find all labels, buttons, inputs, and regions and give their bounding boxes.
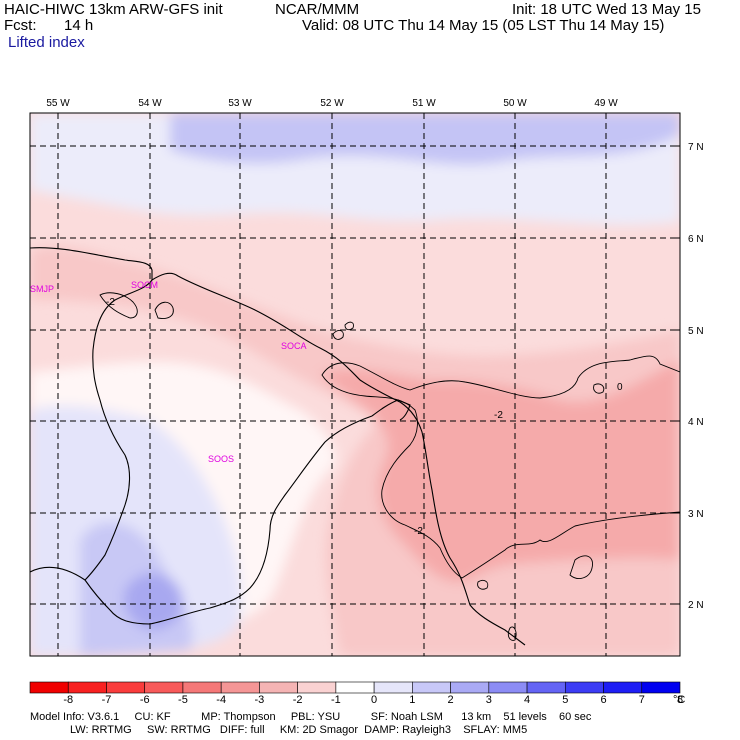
contour-line: [593, 383, 605, 394]
contour-line: [569, 555, 593, 579]
contour-line: [154, 301, 174, 319]
shading-blue-inland-dark: [123, 573, 184, 630]
contour-line: [332, 330, 344, 340]
colorbar-label: 8: [676, 694, 684, 706]
colorbar-swatch: [259, 681, 298, 694]
model-title: HAIC-HIWC 13km ARW-GFS init: [4, 1, 223, 18]
organization: NCAR/MMM: [275, 1, 360, 18]
model-info-line1: Model Info: V3.6.1 CU: KF MP: Thompson P…: [30, 711, 592, 723]
forecast-label: Fcst:: [4, 17, 37, 34]
contour-label: 0: [617, 382, 623, 393]
border-line: [371, 399, 411, 421]
border-line: [84, 415, 373, 625]
colorbar-swatch: [564, 681, 604, 694]
model-info-line2: LW: RRTMG SW: RRTMG DIFF: full KM: 2D Sm…: [70, 724, 528, 736]
colorbar-swatch: [182, 681, 222, 694]
station-label: SOOS: [208, 454, 234, 464]
lat-lon-grid: [30, 113, 680, 656]
longitude-label: 53 W: [228, 98, 252, 109]
contour-line: [99, 292, 138, 319]
colorbar-label: -7: [101, 694, 112, 706]
longitude-label: 51 W: [412, 98, 436, 109]
colorbar-label: 3: [485, 694, 492, 706]
latitude-label: 7 N: [688, 142, 704, 153]
longitude-label: 52 W: [320, 98, 344, 109]
contour-line: [477, 579, 489, 590]
latitude-label: 3 N: [688, 509, 704, 520]
latitude-label: 4 N: [688, 417, 704, 428]
station-label: SOCM: [131, 280, 158, 290]
init-time: Init: 18 UTC Wed 13 May 15: [512, 1, 701, 18]
colorbar-label: -2: [292, 694, 303, 706]
map-frame: [29, 112, 681, 657]
colorbar-swatch: [526, 681, 566, 694]
colorbar-label: 5: [562, 694, 569, 706]
colorbar: [29, 681, 681, 694]
colorbar-label: -5: [178, 694, 188, 706]
longitude-label: 50 W: [503, 98, 527, 109]
colorbar-label: 1: [409, 694, 416, 706]
station-label: SMJP: [30, 284, 54, 294]
colorbar-label: 6: [600, 694, 607, 706]
coastline: [30, 247, 526, 646]
valid-time: Valid: 08 UTC Thu 14 May 15 (05 LST Thu …: [302, 17, 665, 34]
contour-line: [321, 355, 680, 579]
contour-line: [344, 321, 354, 331]
contour-label: -2: [414, 526, 423, 537]
field-name: Lifted index: [8, 34, 85, 51]
colorbar-swatch: [450, 681, 490, 694]
colorbar-swatch: [144, 681, 184, 694]
shading-blue-north: [170, 113, 680, 165]
station-label: SOCA: [281, 341, 307, 351]
colorbar-swatch: [488, 681, 528, 694]
latitude-label: 6 N: [688, 234, 704, 245]
contour-label: -2: [106, 297, 115, 308]
longitude-label: 54 W: [138, 98, 162, 109]
colorbar-label: 4: [523, 694, 531, 706]
colorbar-label: -8: [63, 694, 74, 706]
colorbar-swatch: [106, 681, 146, 694]
colorbar-swatch: [297, 681, 337, 694]
colorbar-label: 2: [447, 694, 454, 706]
colorbar-label: -4: [216, 694, 227, 706]
latitude-label: 2 N: [688, 600, 704, 611]
colorbar-label: -1: [330, 694, 341, 706]
colorbar-swatch: [67, 681, 107, 694]
latitude-label: 5 N: [688, 326, 704, 337]
colorbar-label: 7: [638, 694, 645, 706]
longitude-label: 49 W: [594, 98, 618, 109]
colorbar-swatch: [220, 681, 260, 694]
colorbar-swatch: [603, 681, 643, 694]
colorbar-swatch: [373, 681, 413, 694]
forecast-hour: 14 h: [64, 17, 94, 34]
border-line: [30, 279, 153, 581]
colorbar-swatch: [641, 681, 681, 694]
colorbar-label: -3: [254, 694, 265, 706]
colorbar-swatch: [29, 681, 69, 694]
colorbar-label: 0: [371, 694, 378, 706]
colorbar-unit: °C: [673, 694, 686, 706]
colorbar-swatch: [335, 681, 375, 694]
colorbar-label: -6: [139, 694, 150, 706]
contour-line: [507, 626, 517, 641]
longitude-label: 55 W: [46, 98, 70, 109]
colorbar-swatch: [412, 681, 451, 694]
shading-pink-deep: [320, 360, 680, 582]
contour-label: -2: [494, 410, 503, 421]
